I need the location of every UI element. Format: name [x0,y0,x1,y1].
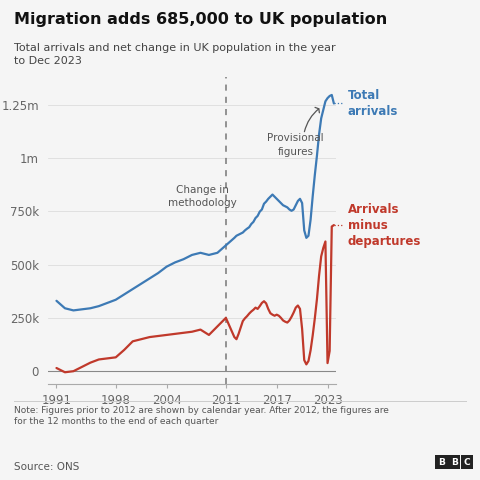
Text: Source: ONS: Source: ONS [14,462,80,472]
Text: Arrivals
minus
departures: Arrivals minus departures [348,203,421,248]
Text: B: B [451,458,457,467]
Text: Migration adds 685,000 to UK population: Migration adds 685,000 to UK population [14,12,388,27]
Text: Note: Figures prior to 2012 are shown by calendar year. After 2012, the figures : Note: Figures prior to 2012 are shown by… [14,406,389,426]
Text: C: C [463,458,470,467]
Text: Total
arrivals: Total arrivals [348,89,398,118]
Text: Provisional
figures: Provisional figures [267,133,324,156]
Text: Change in
methodology: Change in methodology [168,185,237,208]
Text: B: B [438,458,445,467]
Text: Total arrivals and net change in UK population in the year
to Dec 2023: Total arrivals and net change in UK popu… [14,43,336,66]
